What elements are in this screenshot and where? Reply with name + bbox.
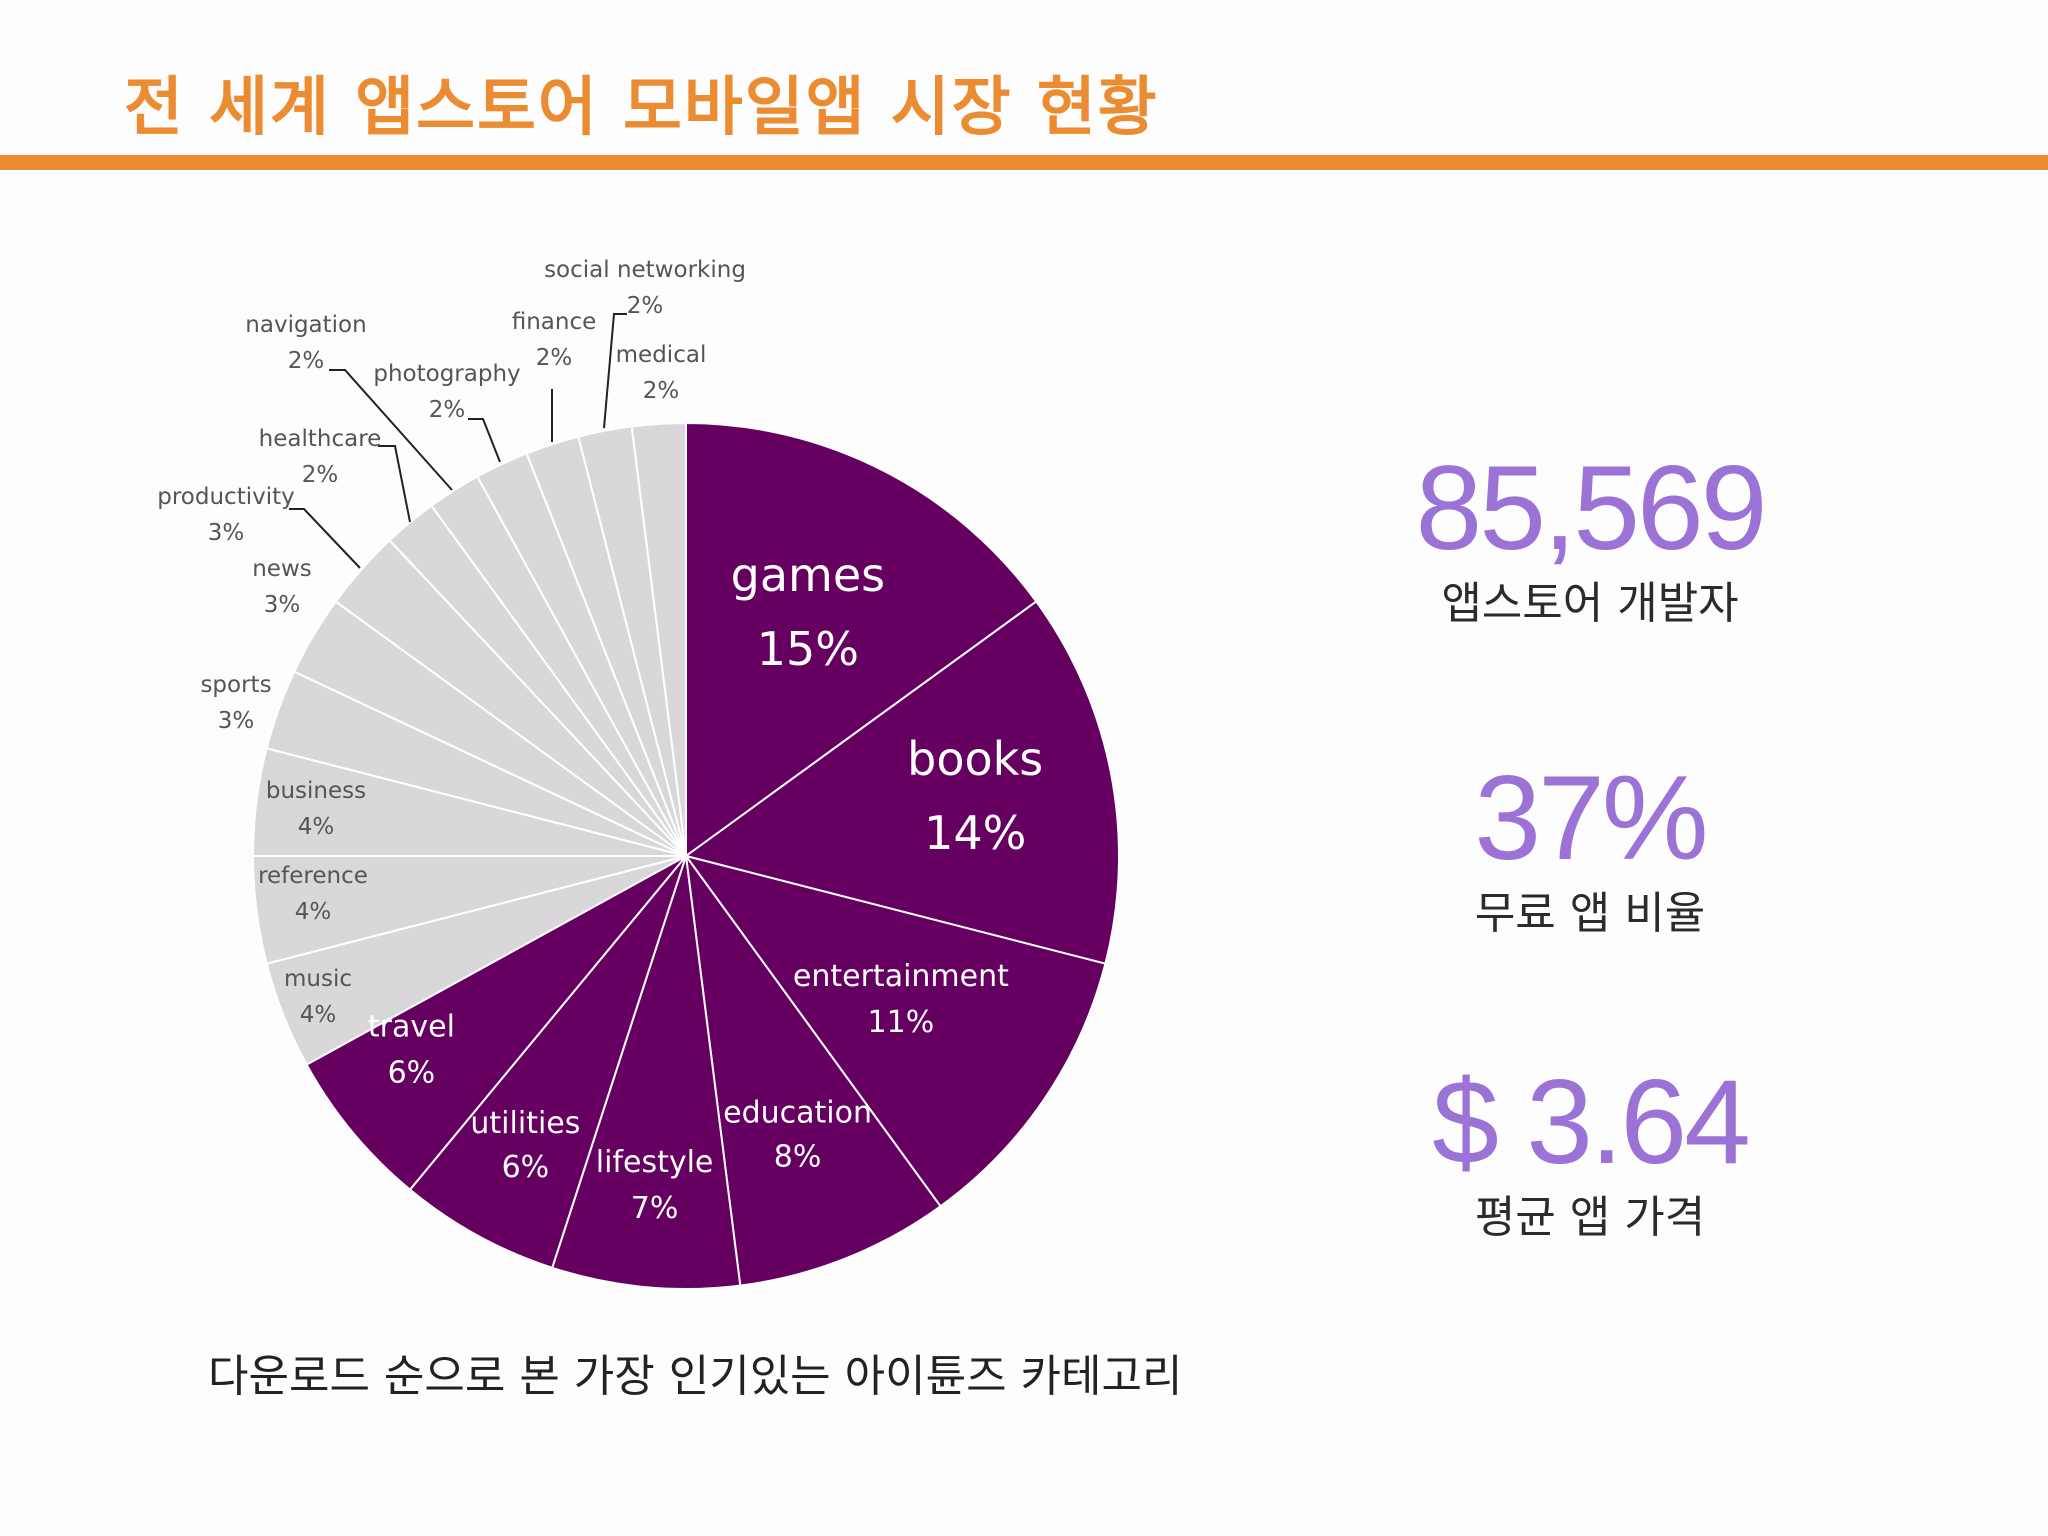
slice-value-entertainment: 11% [868,1005,935,1040]
stat-free-ratio-label: 무료 앱 비율 [1474,888,1706,939]
pie-slice-utilities [408,855,687,1270]
slice-value-news: 3% [264,592,301,618]
slice-label-photography: photography [373,361,520,387]
pie-slice-education [685,855,942,1287]
slice-label-navigation: navigation [245,312,366,338]
slice-value-games: 15% [757,622,859,676]
slice-label-entertainment: entertainment [793,959,1009,994]
slice-label-finance: finance [512,309,597,335]
stat-average-price-value: $ 3.64 [1432,1055,1751,1189]
slice-value-reference: 4% [295,899,332,925]
slice-label-healthcare: healthcare [259,426,382,452]
stat-developers-label: 앱스토어 개발자 [1441,578,1739,629]
slice-label-sports: sports [200,672,271,698]
pie-slice-games [685,421,1038,858]
stat-free-ratio-value: 37% [1474,751,1708,885]
pie-slice-entertainment [683,854,1107,1208]
stat-developers: 85,569 앱스토어 개발자 [1330,448,1850,628]
chart-caption: 다운로드 순으로 본 가장 인기있는 아이튠즈 카테고리 [208,1351,1183,1402]
slice-value-healthcare: 2% [302,462,339,488]
slice-label-music: music [284,966,352,992]
leader-line-social-networking [603,313,627,429]
pie-slice-books [683,600,1120,965]
leader-line-healthcare [378,445,411,523]
pie-slice-travel [305,855,687,1192]
slice-value-navigation: 2% [288,348,325,374]
slice-value-medical: 2% [643,378,680,404]
stat-average-price-label: 평균 앱 가격 [1474,1192,1706,1243]
stat-average-price: $ 3.64 평균 앱 가격 [1330,1062,1850,1242]
slice-value-social-networking: 2% [627,293,664,319]
slice-value-music: 4% [300,1002,337,1028]
slice-label-games: games [731,548,885,602]
slice-value-utilities: 6% [502,1150,550,1185]
slice-label-social-networking: social networking [544,257,746,283]
slice-value-lifestyle: 7% [631,1191,679,1226]
slice-label-utilities: utilities [470,1106,580,1141]
slice-label-education: education [723,1095,872,1130]
slice-value-education: 8% [774,1139,822,1174]
slice-value-travel: 6% [388,1056,436,1091]
slice-value-finance: 2% [536,345,573,371]
slice-value-sports: 3% [218,708,255,734]
leader-line-navigation [329,369,453,491]
slice-value-productivity: 3% [208,520,245,546]
leader-line-productivity [289,508,361,569]
page-title: 전 세계 앱스토어 모바일앱 시장 현황 [124,71,1159,145]
slice-label-news: news [252,556,312,582]
pie-slice-lifestyle [550,855,742,1290]
slice-value-photography: 2% [429,397,466,423]
slice-label-productivity: productivity [157,484,294,510]
slice-label-reference: reference [258,863,368,889]
category-pie-chart: games 15% books 14% entertainment 11% educatio… [157,257,1120,1290]
slice-label-business: business [266,778,366,804]
slice-label-travel: travel [368,1010,455,1045]
title-divider [0,155,2048,170]
slice-value-business: 4% [298,814,335,840]
slice-label-medical: medical [616,342,707,368]
slice-value-books: 14% [924,806,1026,860]
slice-label-books: books [907,732,1043,786]
leader-line-photography [468,418,501,463]
stat-free-ratio: 37% 무료 앱 비율 [1330,758,1850,938]
slice-label-lifestyle: lifestyle [596,1145,714,1180]
stat-developers-value: 85,569 [1415,441,1767,575]
pie-slice-medical [630,421,687,857]
